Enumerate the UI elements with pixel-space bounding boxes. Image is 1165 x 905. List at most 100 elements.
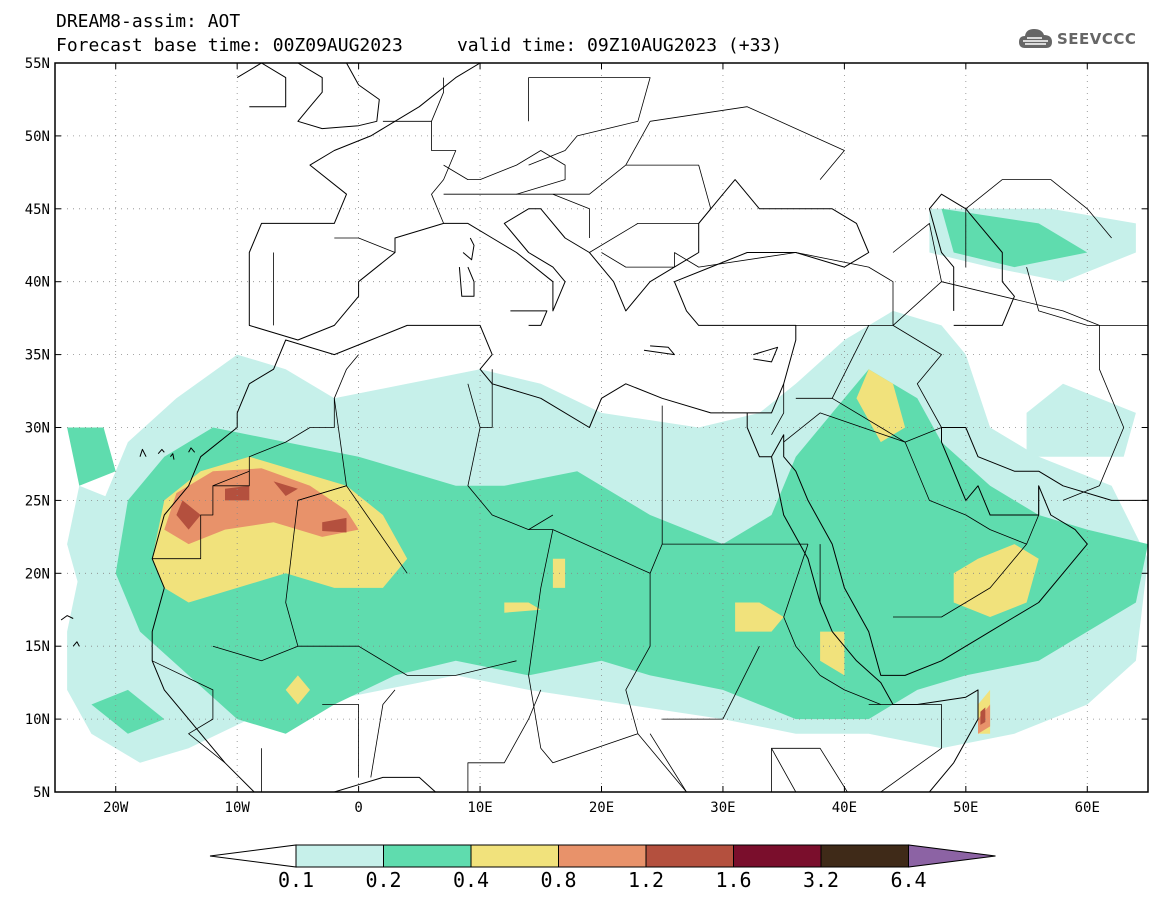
country-border [589,164,712,253]
coastline [643,345,675,356]
coastline [510,310,548,326]
country-border [771,747,848,792]
country-border [783,543,821,676]
lon-label: 20W [103,800,129,816]
country-border [601,252,675,268]
country-border [868,704,942,792]
longitude-labels: 20W 10W 0 10E 20E 30E 40E 50E 60E [103,63,1100,816]
country-border [516,164,627,195]
coastline [458,266,475,297]
aot-contour-level-2 [820,631,845,676]
lat-label: 5N [33,785,50,801]
country-border [674,252,894,326]
lon-label: 50E [953,800,978,816]
country-border [552,193,590,238]
lat-label: 45N [25,202,50,218]
lat-label: 25N [25,493,50,509]
colorbar-label: 1.6 [715,868,751,892]
colorbar-over-arrow [908,844,996,868]
country-border [892,281,1100,326]
colorbar-label: 6.4 [890,868,926,892]
aot-contour-level-2 [504,602,541,613]
coastline [188,447,196,453]
aot-contour-level-1 [91,689,165,734]
lon-label: 30E [710,800,735,816]
country-border [868,325,942,428]
country-border [771,383,785,435]
country-border [443,150,566,195]
coastline [928,193,1015,326]
aot-field-layer [67,208,1148,763]
country-border [370,689,396,778]
coastline [753,346,779,363]
country-border [528,529,651,734]
country-border [528,529,554,749]
coastline [157,448,165,455]
aot-contour-level-0 [67,485,116,588]
country-border [431,77,444,122]
country-border [625,106,845,180]
colorbar-segment [470,844,559,868]
country-border [649,733,797,792]
colorbar-segment [820,844,909,868]
grid-lines [55,63,1148,792]
aot-contour-level-2 [856,369,906,443]
country-border [1026,485,1040,545]
country-border [212,645,517,676]
country-border [152,660,226,764]
colorbar-label: 1.2 [628,868,664,892]
latitude-labels: 55N 50N 45N 40N 35N 30N 25N 20N 15N 10N 5N [25,56,1148,801]
lat-label: 35N [25,348,50,364]
aot-contour-level-4 [322,517,347,533]
country-border [965,179,1112,268]
lon-label: 60E [1075,800,1100,816]
country-borders [152,77,1148,792]
country-border [334,237,396,253]
aot-contour-level-4 [980,707,986,725]
colorbar-label: 0.8 [540,868,576,892]
lat-label: 40N [25,275,50,291]
aot-contour-level-2 [285,675,310,705]
colorbar-segment [645,844,734,868]
aot-contour-level-1 [115,369,1148,734]
colorbar-segment [295,844,384,868]
country-border [892,223,942,282]
seevccc-logo: SEEVCCC [1018,26,1136,52]
coastline [170,453,175,460]
lon-label: 10E [467,800,492,816]
lon-label: 20E [589,800,614,816]
coastline [746,412,979,792]
forecast-time-line: Forecast base time: 00Z09AUG2023 valid t… [56,35,783,56]
country-border [467,383,554,530]
logo-text: SEEVCCC [1057,30,1137,48]
aot-contour-level-0 [1026,383,1136,457]
colorbar-segment [733,844,822,868]
colorbar-label: 0.2 [365,868,401,892]
aot-contour-level-1 [67,427,116,486]
aot-contour-level-2 [735,602,784,632]
country-border [893,441,1027,618]
country-border [1026,266,1148,326]
colorbar-label: 0.4 [453,868,489,892]
aot-contour-level-4 [176,500,201,530]
lat-label: 10N [25,712,50,728]
coastline [72,641,80,647]
country-border [662,646,760,720]
coastline [60,615,74,621]
country-border [783,412,906,443]
coastline [151,63,870,647]
country-border [795,325,870,399]
country-border [322,704,359,778]
colorbar-segment [383,844,472,868]
colorbar-label: 3.2 [803,868,839,892]
colorbar-segment [558,844,647,868]
coastlines [60,63,1148,792]
country-border [540,733,687,792]
lat-label: 15N [25,639,50,655]
colorbar-label: 0.1 [278,868,314,892]
colorbar: 0.1 0.2 0.4 0.8 1.2 1.6 3.2 6.4 [209,844,996,892]
country-border [212,471,250,487]
lat-label: 20N [25,566,50,582]
lat-label: 30N [25,421,50,437]
